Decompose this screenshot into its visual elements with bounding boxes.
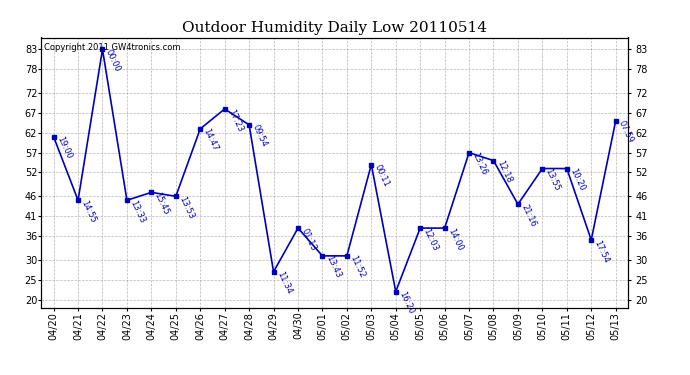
Text: 13:55: 13:55 [544, 167, 562, 193]
Text: 10:20: 10:20 [568, 167, 586, 192]
Text: 19:00: 19:00 [55, 135, 73, 161]
Text: 13:43: 13:43 [324, 255, 342, 280]
Text: 17:23: 17:23 [226, 108, 244, 133]
Text: 09:54: 09:54 [250, 123, 268, 149]
Text: 14:55: 14:55 [79, 199, 98, 224]
Text: 13:26: 13:26 [471, 151, 489, 177]
Text: 21:16: 21:16 [520, 203, 538, 228]
Text: Copyright 2011 GW4tronics.com: Copyright 2011 GW4tronics.com [44, 43, 181, 52]
Text: 16:20: 16:20 [397, 290, 415, 316]
Text: 13:53: 13:53 [177, 195, 195, 220]
Text: 07:59: 07:59 [617, 120, 635, 145]
Text: 14:47: 14:47 [201, 128, 220, 153]
Text: 11:34: 11:34 [275, 270, 293, 296]
Text: 14:00: 14:00 [446, 227, 464, 252]
Text: 11:52: 11:52 [348, 255, 366, 280]
Text: 13:33: 13:33 [128, 199, 147, 225]
Text: 12:03: 12:03 [422, 227, 440, 252]
Text: 01:13: 01:13 [299, 227, 317, 252]
Text: 12:18: 12:18 [495, 159, 513, 184]
Text: 17:54: 17:54 [593, 238, 611, 264]
Text: 00:00: 00:00 [104, 48, 122, 74]
Title: Outdoor Humidity Daily Low 20110514: Outdoor Humidity Daily Low 20110514 [182, 21, 487, 35]
Text: 15:45: 15:45 [152, 191, 171, 216]
Text: 00:11: 00:11 [373, 163, 391, 189]
